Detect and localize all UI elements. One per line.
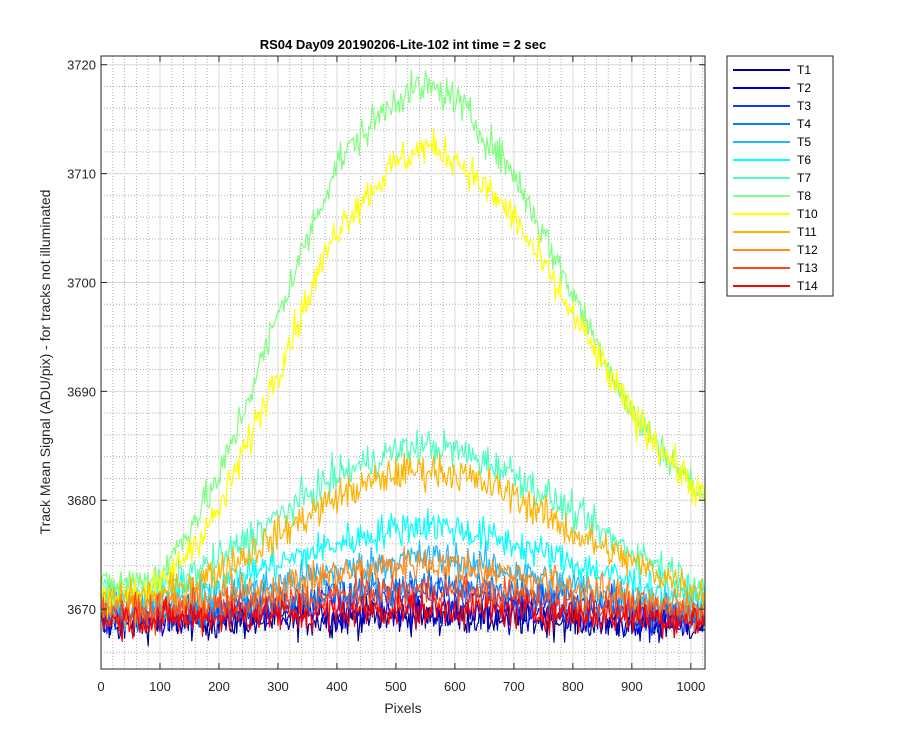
legend-label: T14	[797, 279, 818, 293]
series-line-t10	[101, 128, 705, 622]
legend-label: T2	[797, 81, 811, 95]
series-line-t6	[101, 508, 705, 624]
legend-label: T12	[797, 243, 818, 257]
legend-entry: T11	[733, 225, 817, 239]
legend-label: T8	[797, 189, 811, 203]
legend-box	[726, 55, 834, 297]
x-tick-label: 600	[444, 679, 466, 694]
legend-entry: T8	[733, 189, 811, 203]
x-tick-label: 400	[326, 679, 348, 694]
chart-title: RS04 Day09 20190206-Lite-102 int time = …	[260, 37, 547, 52]
series-group	[101, 69, 705, 647]
axis-ticks: 0 100 200 300 400 500 600 700 800 900 1000 3670 3680…	[67, 56, 705, 694]
x-tick-label: 1000	[676, 679, 705, 694]
legend-label: T7	[797, 171, 811, 185]
x-tick-label: 300	[267, 679, 289, 694]
x-tick-label: 700	[503, 679, 525, 694]
legend-label: T13	[797, 261, 818, 275]
x-tick-label: 100	[149, 679, 171, 694]
plot-frame	[100, 55, 706, 670]
legend-label: T6	[797, 153, 811, 167]
legend-entry: T4	[733, 117, 811, 131]
legend-entry: T3	[733, 99, 811, 113]
series-line-t14	[101, 587, 705, 643]
legend-entry: T12	[733, 243, 818, 257]
y-tick-label: 3680	[67, 493, 96, 508]
legend-entry: T6	[733, 153, 811, 167]
legend-entry: T1	[733, 63, 811, 77]
y-tick-label: 3710	[67, 167, 96, 182]
y-tick-label: 3700	[67, 275, 96, 290]
legend-label: T4	[797, 117, 811, 131]
legend-label: T5	[797, 135, 811, 149]
series-line-t12	[101, 545, 705, 631]
y-tick-label: 3690	[67, 384, 96, 399]
legend-entry: T13	[733, 261, 818, 275]
legend-entry: T5	[733, 135, 811, 149]
legend-label: T3	[797, 99, 811, 113]
series-line-t7	[101, 429, 705, 614]
y-axis-title: Track Mean Signal (ADU/pix) - for tracks…	[37, 190, 53, 535]
legend-label: T10	[797, 207, 818, 221]
x-axis-title: Pixels	[384, 700, 421, 716]
legend-label: T1	[797, 63, 811, 77]
x-tick-label: 900	[621, 679, 643, 694]
legend-label: T11	[797, 225, 817, 239]
y-tick-label: 3670	[67, 602, 96, 617]
legend-entry: T10	[733, 207, 818, 221]
legend-entry: T2	[733, 81, 811, 95]
legend-entry: T7	[733, 171, 811, 185]
legend-entry: T14	[733, 279, 818, 293]
y-tick-label: 3720	[67, 58, 96, 73]
x-tick-label: 0	[97, 679, 104, 694]
x-tick-label: 200	[208, 679, 230, 694]
x-tick-label: 500	[385, 679, 407, 694]
legend: T1 T2 T3 T4 T5 T6 T7 T8 T10 T11 T12 T13 T14	[726, 55, 834, 297]
x-tick-label: 800	[562, 679, 584, 694]
series-line-t11	[101, 452, 705, 615]
